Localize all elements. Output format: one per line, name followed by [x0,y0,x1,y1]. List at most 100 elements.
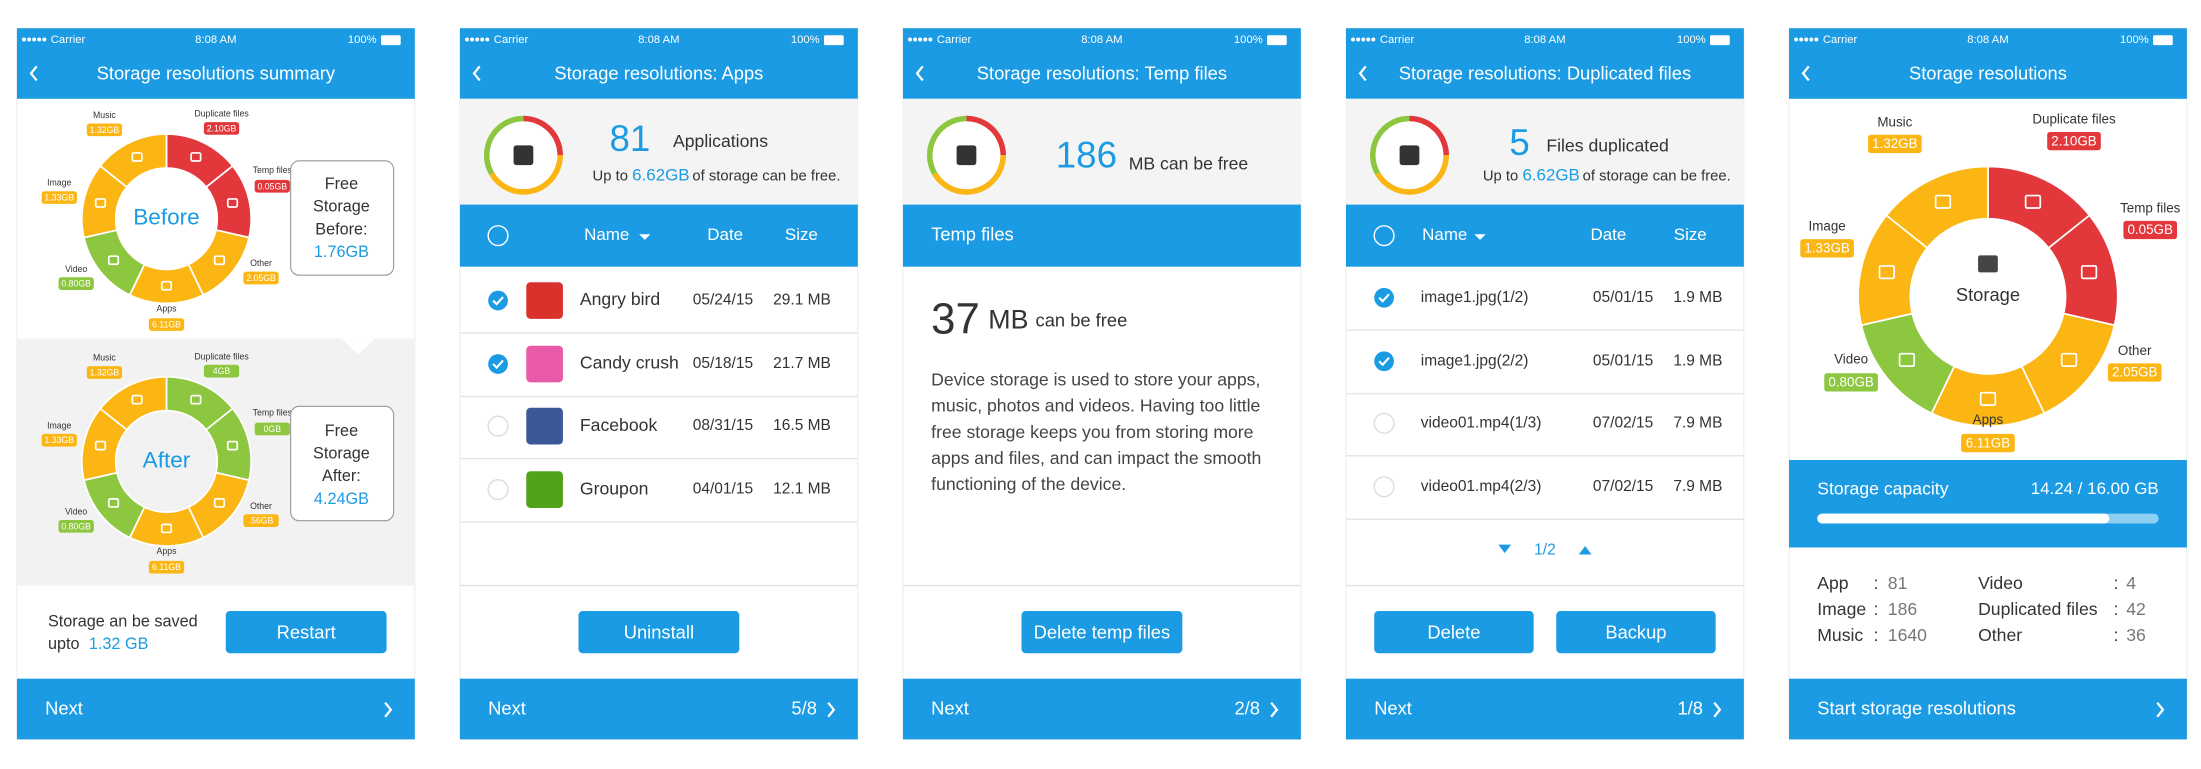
footer-label: Next [931,698,969,719]
row-name: image1.jpg(1/2) [1421,289,1529,306]
list-row[interactable]: video01.mp4(2/3) 07/02/15 7.9 MB [1373,476,1722,498]
stat-separator: : [2114,573,2119,593]
size-badge [148,560,185,574]
segment-name: Video [65,264,87,274]
segment-size: 0.05GB [2127,222,2172,237]
stat-value: 81 [1888,573,1908,593]
button[interactable]: Backup [1556,610,1716,654]
list-row[interactable]: image1.jpg(2/2) 05/01/15 1.9 MB [1374,351,1722,372]
phone-screen: Carrier 8:08 AM 100% Storage resolutions: D… [1345,27,1745,740]
segment-size: 6.11GB [152,562,181,572]
segment-icon [131,152,143,162]
back-button[interactable] [472,65,481,82]
signal-dot [928,37,933,42]
donut-center-label: After [143,447,191,472]
footer-bar[interactable]: Next 5/8 [459,678,858,740]
status-time: 8:08 AM [1967,34,2008,46]
note-text: of storage can be free. [692,168,840,184]
segment-name: Music [1877,114,1912,129]
chevron-icon [384,701,393,718]
signal-dot [485,37,490,42]
button[interactable]: Delete [1374,610,1534,654]
checkbox [487,415,509,437]
box-line: Free [325,175,358,193]
pager[interactable]: 1/2 [1498,541,1592,558]
column-header: Name [1422,225,1467,244]
size-badge [2123,220,2178,240]
stat-separator: : [1874,625,1879,645]
list-row[interactable]: Candy crush 05/18/15 21.7 MB [488,345,831,383]
size-badge [2107,363,2162,382]
size-badge [203,364,240,378]
check-icon [492,359,504,370]
back-button[interactable] [1801,65,1810,82]
battery-percent: 100% [2120,34,2149,46]
signal-dot [1366,37,1371,42]
note-text: Up to [593,168,628,184]
app-icon [526,407,563,445]
row-date: 07/02/15 [1593,414,1653,431]
screen-title: Storage resolutions [1909,63,2067,84]
count-value: 186 [1056,135,1117,176]
back-button[interactable] [915,65,924,82]
ring-segment [926,115,967,175]
list-row[interactable]: Angry bird 05/24/15 29.1 MB [488,282,831,319]
size-badge [254,179,290,193]
segment-name: Apps [1973,412,2004,427]
footer-bar[interactable]: Next 2/8 [902,678,1301,740]
free-storage-value: 1.76GB [314,243,369,261]
segment-size: 1.33GB [44,193,74,203]
size-badge [1961,433,2015,453]
checkbox-checked [1374,351,1394,372]
ring-icon [513,145,534,166]
signal-dot [27,37,32,42]
button[interactable]: Delete temp files [1021,610,1183,654]
battery-icon [823,35,844,46]
footer-label: Next [488,698,526,719]
button[interactable]: Uninstall [578,610,740,654]
segment-size: 1.32GB [1872,136,1917,151]
donut-center-label: Storage [1956,284,2020,305]
list-row[interactable]: Facebook 08/31/15 16.5 MB [487,407,831,445]
footer-bar[interactable]: Next [16,678,415,740]
row-date: 05/01/15 [1593,289,1653,306]
carrier: Carrier [494,34,529,46]
button[interactable]: Restart [225,610,387,654]
capacity-value: 14.24 / 16.00 GB [2031,479,2159,498]
stat-value: 36 [2126,625,2146,645]
chevron-icon [2156,701,2165,718]
signal-dot [1809,37,1814,42]
battery-percent: 100% [1234,34,1263,46]
app-icon [526,282,563,319]
progress-fill [1817,513,2110,524]
segment-size: 4GB [213,366,231,376]
size-badge [254,422,290,436]
segment-icon [94,198,107,208]
footer-bar[interactable]: Start storage resolutions [1789,678,2187,740]
stat-label: Music [1817,625,1863,645]
signal-dot [22,37,26,42]
segment-size: 2.05GB [2112,365,2157,380]
ring-icon [1399,145,1420,166]
segment-size: 0.05GB [257,181,287,191]
row-size: 21.7 MB [773,355,831,372]
footer-bar[interactable]: Next 1/8 [1345,678,1744,740]
back-button[interactable] [1358,65,1367,82]
size-badge [203,122,240,135]
back-button[interactable] [29,65,38,82]
battery-icon [2153,35,2173,46]
list-row[interactable]: image1.jpg(1/2) 05/01/15 1.9 MB [1374,287,1722,308]
segment-icon [1898,352,1916,367]
row-size: 29.1 MB [773,292,831,309]
stat-value: 42 [2126,599,2146,619]
chevron-icon [1270,701,1279,718]
list-row[interactable]: video01.mp4(1/3) 07/02/15 7.9 MB [1373,412,1722,434]
row-name: image1.jpg(2/2) [1421,352,1529,369]
signal-dot [923,37,928,42]
note-text: Up to [1483,168,1518,184]
storage-icon [1978,255,1998,273]
size-badge [1868,134,1922,154]
chevron-icon [1713,701,1722,718]
list-row[interactable]: Groupon 04/01/15 12.1 MB [487,471,831,508]
row-name: video01.mp4(2/3) [1421,478,1542,495]
